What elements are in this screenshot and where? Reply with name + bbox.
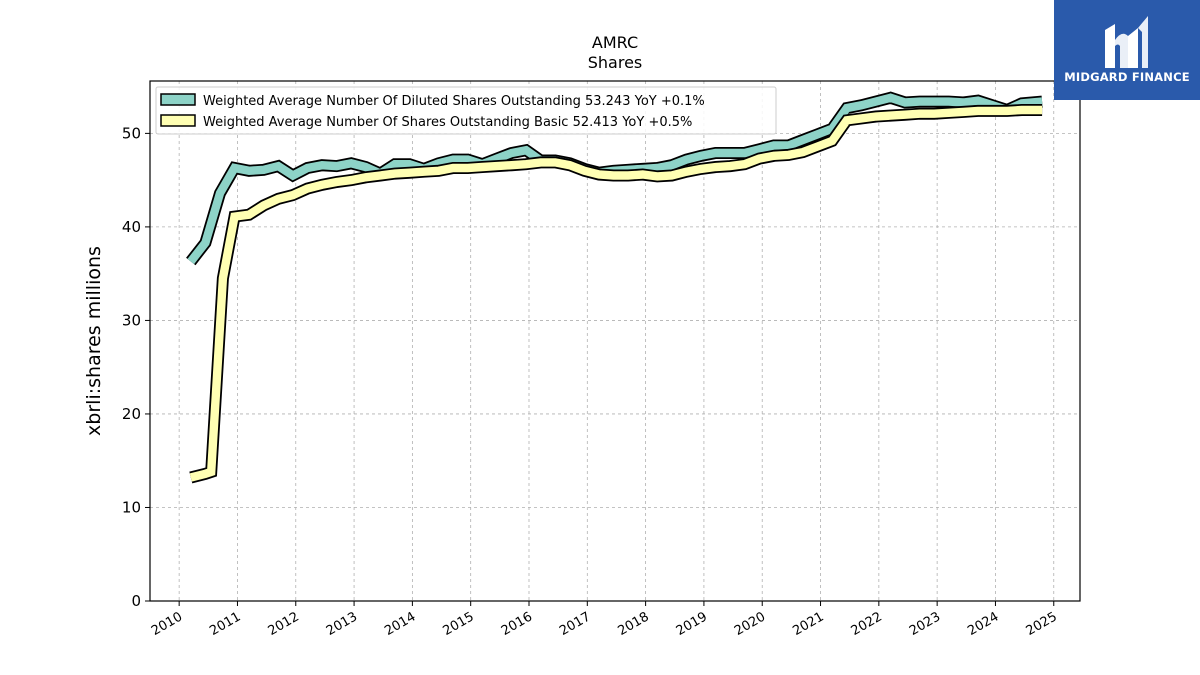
legend-frame xyxy=(155,86,777,135)
brand-logo-icon xyxy=(1105,16,1148,68)
y-axis-label: xbrli:shares millions xyxy=(83,246,105,436)
legend-swatch-basic xyxy=(160,114,196,127)
legend-swatch-diluted xyxy=(160,93,196,106)
x-tick-label: 2013 xyxy=(324,609,360,639)
legend: Weighted Average Number Of Diluted Share… xyxy=(155,86,777,135)
y-tick-label: 0 xyxy=(131,592,141,610)
chart-title: AMRC xyxy=(592,33,638,52)
x-tick-label: 2021 xyxy=(790,609,826,639)
x-tick-label: 2012 xyxy=(266,609,302,639)
x-tick-label: 2010 xyxy=(149,609,185,639)
legend-label-diluted: Weighted Average Number Of Diluted Share… xyxy=(203,94,705,109)
series-line-basic xyxy=(189,105,1043,482)
x-tick-label: 2017 xyxy=(557,609,593,639)
x-tick-label: 2019 xyxy=(674,609,710,639)
x-tick-label: 2011 xyxy=(207,609,243,639)
x-axis: 2010 2011 2012 2013 2014 2015 2016 2017 2018 2019… xyxy=(149,601,1060,639)
y-tick-label: 50 xyxy=(122,124,141,142)
x-tick-label: 2022 xyxy=(849,609,885,639)
y-axis: 0 10 20 30 40 50 xyxy=(122,124,150,610)
legend-label-basic: Weighted Average Number Of Shares Outsta… xyxy=(203,115,692,130)
grid xyxy=(150,81,1080,602)
y-tick-label: 10 xyxy=(122,498,141,516)
x-tick-label: 2025 xyxy=(1024,609,1060,639)
plot-area-frame xyxy=(149,80,1081,602)
brand-logo: MIDGARD FINANCE xyxy=(1054,0,1200,100)
chart-subtitle: Shares xyxy=(588,53,643,72)
x-tick-label: 2015 xyxy=(441,609,477,639)
y-tick-label: 30 xyxy=(122,311,141,329)
x-tick-label: 2020 xyxy=(732,609,768,639)
x-tick-label: 2016 xyxy=(499,609,535,639)
brand-name: MIDGARD FINANCE xyxy=(1064,70,1190,84)
x-tick-label: 2014 xyxy=(382,609,418,639)
x-tick-label: 2018 xyxy=(615,609,651,639)
y-tick-label: 20 xyxy=(122,405,141,423)
series-layer xyxy=(186,91,1043,484)
x-tick-label: 2023 xyxy=(907,609,943,639)
y-tick-label: 40 xyxy=(122,218,141,236)
x-tick-label: 2024 xyxy=(965,609,1001,639)
